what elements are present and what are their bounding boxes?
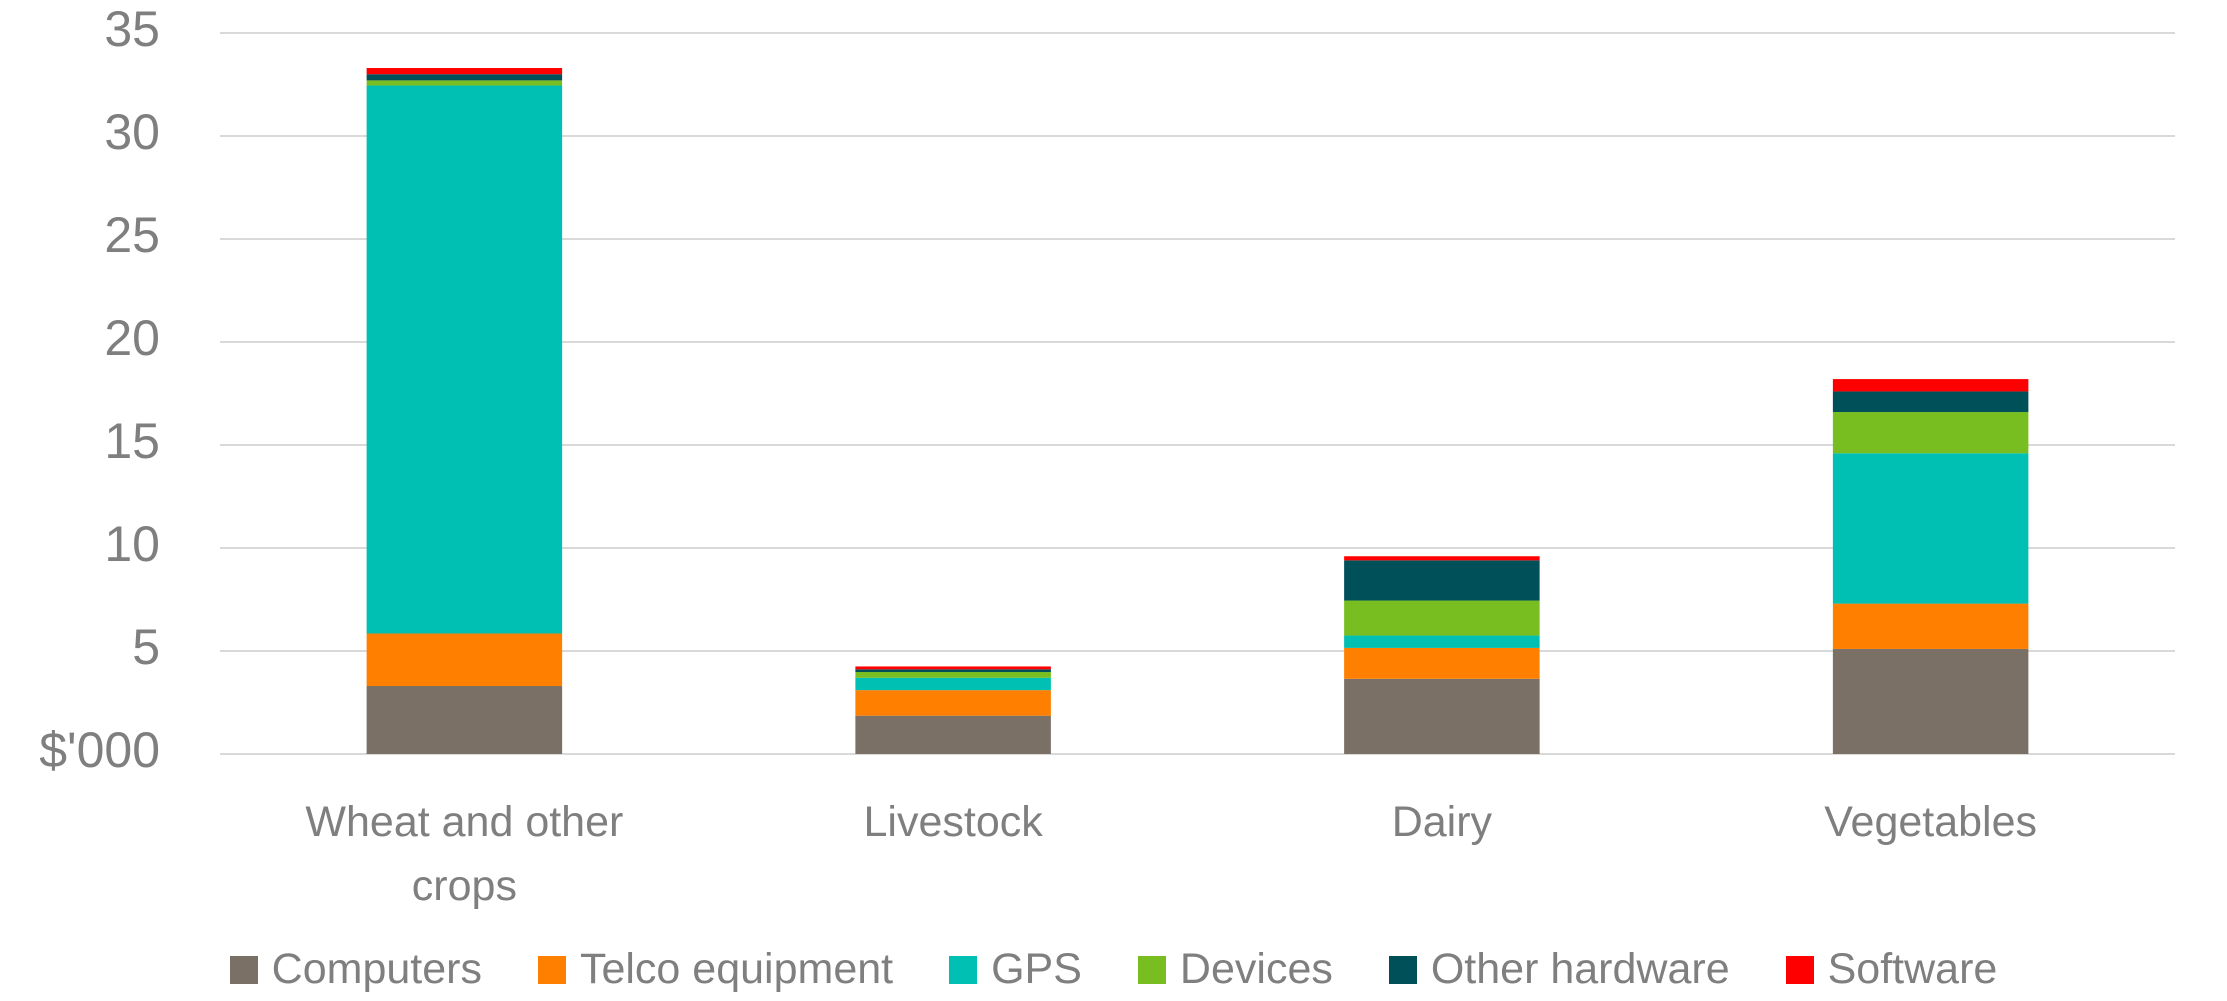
legend-swatch	[1785, 955, 1814, 984]
bar-segment	[1344, 647, 1540, 679]
legend-label: Other hardware	[1430, 945, 1730, 993]
bar-segment	[366, 633, 563, 687]
y-tick-label: $'000	[39, 722, 160, 778]
bar-segment	[1832, 379, 2029, 392]
legend-item: Computers	[229, 945, 482, 994]
bar-segment	[366, 74, 563, 81]
bar-segment	[1832, 603, 2029, 649]
legend-label: Devices	[1179, 945, 1333, 993]
bar-segment	[1344, 635, 1540, 648]
bar-segment	[855, 715, 1051, 754]
bar-segment	[1344, 556, 1540, 561]
bar-segment	[1832, 412, 2029, 454]
bar-segment	[855, 677, 1051, 691]
bar-segment	[366, 80, 563, 86]
y-tick-label: 25	[104, 207, 160, 263]
x-tick-label: Vegetables	[1824, 798, 2038, 846]
legend-item: Software	[1785, 945, 1998, 994]
bar-segment	[855, 666, 1051, 670]
legend-item: Devices	[1137, 945, 1333, 994]
bar-segment	[366, 68, 563, 75]
bar-segment	[1832, 453, 2029, 604]
y-tick-label: 20	[104, 310, 160, 366]
legend: Computers Telco equipment GPS Devices Other …	[0, 945, 2227, 994]
bar-segment	[855, 672, 1051, 678]
x-tick-label: Dairy	[1391, 798, 1493, 846]
bar-segment	[1344, 600, 1540, 636]
legend-label: Computers	[271, 945, 482, 993]
legend-swatch	[1137, 955, 1166, 984]
legend-label: Software	[1827, 945, 1998, 993]
legend-item: Telco equipment	[537, 945, 894, 994]
legend-swatch	[229, 955, 258, 984]
bar-segment	[855, 669, 1051, 673]
y-tick-label: 10	[104, 516, 160, 572]
y-tick-label: 5	[132, 619, 160, 675]
bar-segment	[1832, 648, 2029, 754]
legend-swatch	[949, 955, 978, 984]
legend-swatch	[537, 955, 566, 984]
y-tick-label: 35	[104, 1, 160, 57]
x-tick-label: Wheat and other crops	[305, 798, 624, 910]
bar-segment	[366, 686, 563, 754]
legend-label: GPS	[991, 945, 1082, 993]
legend-item: Other hardware	[1388, 945, 1730, 994]
legend-swatch	[1388, 955, 1417, 984]
bar-segment	[855, 690, 1051, 716]
x-tick-label: Livestock	[863, 798, 1043, 846]
bar-segment	[366, 85, 563, 634]
bar-segment	[1344, 560, 1540, 601]
y-tick-label: 30	[104, 104, 160, 160]
bar-segment	[1344, 678, 1540, 754]
legend-label: Telco equipment	[579, 945, 894, 993]
y-tick-label: 15	[104, 413, 160, 469]
bar-segment	[1832, 391, 2029, 413]
legend-item: GPS	[949, 945, 1082, 994]
